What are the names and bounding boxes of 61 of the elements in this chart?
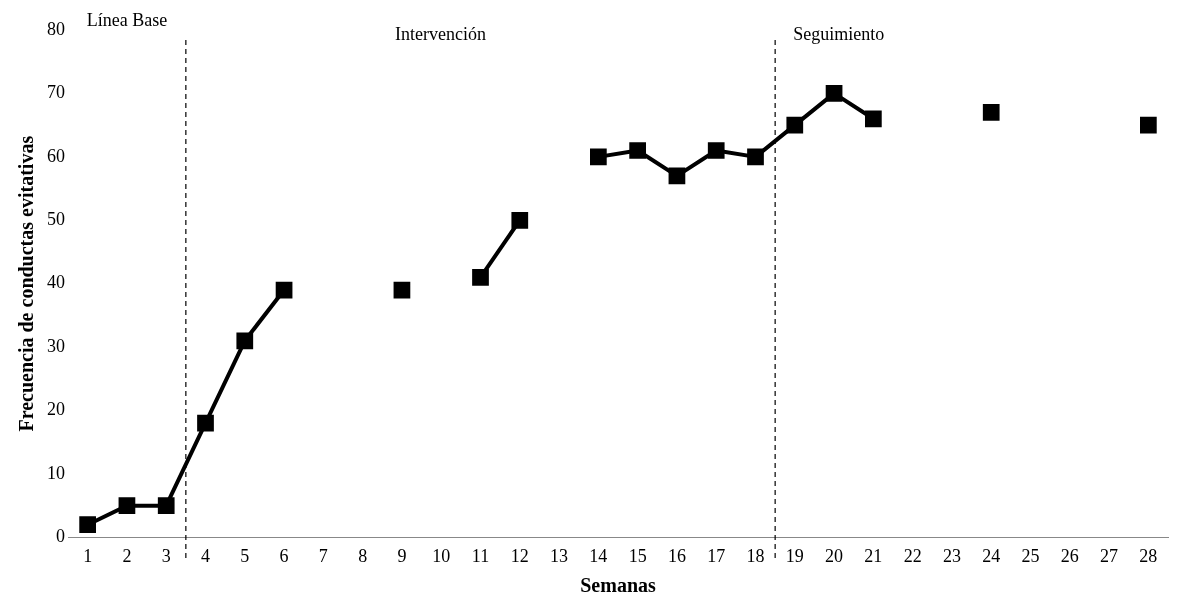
x-tick-label: 19 (785, 545, 804, 566)
point (275, 281, 293, 299)
point (236, 332, 254, 350)
point (825, 85, 843, 102)
point (472, 268, 489, 286)
y-tick-label: 30 (47, 335, 65, 356)
y-tick-label: 40 (47, 272, 65, 293)
point (668, 167, 686, 185)
x-tick-label: 26 (1060, 545, 1079, 566)
x-tick-label: 22 (903, 545, 922, 566)
point (157, 497, 175, 515)
y-tick-label: 70 (47, 82, 65, 103)
x-tick-label: 25 (1021, 545, 1040, 566)
x-axis-title: Semanas (580, 574, 656, 597)
point (786, 116, 804, 134)
point (707, 142, 725, 159)
x-tick-label: 16 (667, 545, 686, 566)
annotation: Línea Base (86, 9, 168, 30)
y-tick-label: 50 (47, 209, 65, 230)
x-tick-label: 20 (825, 545, 844, 566)
point (982, 104, 1000, 121)
x-tick-label: 12 (510, 545, 529, 566)
y-tick-label: 60 (47, 145, 65, 166)
x-tick-label: 4 (201, 545, 210, 566)
x-tick-label: 13 (550, 545, 569, 566)
point (747, 148, 764, 166)
point (197, 414, 214, 432)
x-tick-label: 18 (746, 545, 765, 566)
y-tick-label: 0 (56, 526, 65, 547)
x-tick-label: 2 (122, 545, 132, 566)
y-tick-label: 20 (47, 399, 65, 420)
x-tick-label: 6 (279, 545, 289, 566)
x-tick-label: 8 (358, 545, 368, 566)
x-tick-label: 3 (161, 545, 171, 566)
x-tick-label: 14 (589, 545, 608, 566)
annotation: Intervención (395, 23, 486, 44)
y-tick-label: 80 (47, 18, 65, 39)
x-tick-label: 27 (1100, 545, 1119, 566)
x-tick-label: 9 (397, 545, 407, 566)
annotation: Seguimiento (793, 23, 885, 44)
x-tick-label: 11 (471, 545, 490, 566)
point (393, 281, 411, 299)
x-tick-label: 23 (942, 545, 961, 566)
point (589, 148, 607, 166)
x-tick-label: 1 (83, 545, 93, 566)
point (629, 142, 647, 159)
x-tick-label: 28 (1139, 545, 1158, 566)
x-tick-label: 15 (628, 545, 647, 566)
x-tick-label: 21 (864, 545, 883, 566)
x-tick-label: 5 (240, 545, 250, 566)
point (118, 497, 136, 515)
point (79, 516, 97, 534)
x-tick-label: 7 (318, 545, 328, 566)
y-tick-label: 10 (47, 462, 65, 483)
point (1139, 116, 1157, 134)
x-tick-label: 17 (707, 545, 726, 566)
point (511, 211, 529, 229)
x-tick-label: 10 (432, 545, 451, 566)
y-axis-title: Frecuencia de conductas evitativas (15, 135, 38, 432)
point (864, 110, 882, 128)
x-tick-label: 24 (982, 545, 1001, 566)
